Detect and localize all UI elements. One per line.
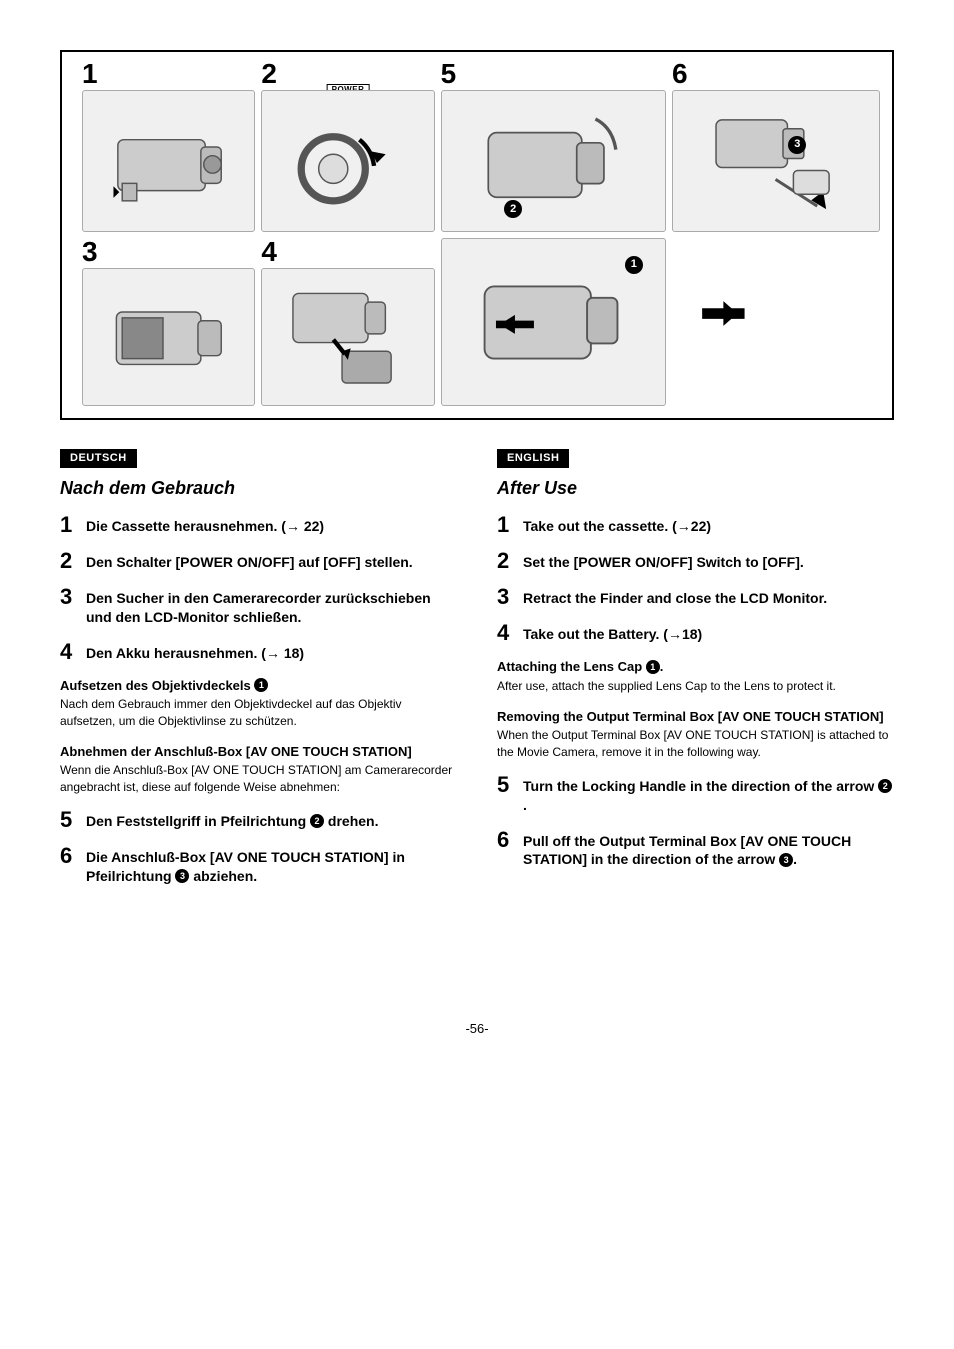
- diagram-image-3: [82, 268, 255, 406]
- badge-2-icon: 2: [310, 814, 324, 828]
- step5-pre: Den Feststellgriff in Pfeilrichtung: [86, 813, 310, 829]
- step-text: Den Sucher in den Camerarecorder zurücks…: [86, 586, 457, 627]
- step5-pre: Turn the Locking Handle in the direction…: [523, 778, 878, 794]
- step6-pre: Pull off the Output Terminal Box [AV ONE…: [523, 833, 851, 868]
- badge-1-icon: 1: [646, 660, 660, 674]
- step5-post: drehen.: [324, 813, 378, 829]
- diagram-panel: 1 2 POWER OFF ON 5 2 6: [60, 50, 894, 420]
- lenscap-head-de: Aufsetzen des Objektivdeckels 1: [60, 677, 457, 695]
- diagram-cell-5: 5 2: [441, 60, 666, 232]
- diagram-cell-6b: [672, 238, 880, 406]
- page-number: -56-: [60, 1020, 894, 1038]
- text-columns: DEUTSCH Nach dem Gebrauch 1 Die Cassette…: [60, 448, 894, 900]
- diagram-image-4: [261, 268, 434, 406]
- diagram-number: 6: [672, 60, 880, 88]
- step-number: 1: [497, 514, 515, 536]
- lenscap-body-en: After use, attach the supplied Lens Cap …: [497, 678, 894, 694]
- badge-1-icon: 1: [254, 678, 268, 692]
- lang-tag-english: ENGLISH: [497, 449, 569, 468]
- step-number: 6: [497, 829, 515, 870]
- badge-1-icon: 1: [625, 256, 643, 274]
- step-number: 3: [497, 586, 515, 608]
- step6-post: abziehen.: [189, 868, 257, 884]
- step-number: 5: [60, 809, 78, 831]
- diagram-image-2: [261, 90, 434, 232]
- step-number: 6: [60, 845, 78, 886]
- step-number: 3: [60, 586, 78, 627]
- lenscap-head-text: Aufsetzen des Objektivdeckels: [60, 678, 254, 693]
- step-number: 4: [497, 622, 515, 644]
- diagram-image-5b: 1: [441, 238, 666, 406]
- lenscap-head-post: .: [660, 659, 664, 674]
- remove-body-en: When the Output Terminal Box [AV ONE TOU…: [497, 727, 894, 759]
- diagram-image-5: 2: [441, 90, 666, 232]
- diagram-cell-3: 3: [82, 238, 255, 406]
- badge-2-icon: 2: [878, 779, 892, 793]
- column-deutsch: DEUTSCH Nach dem Gebrauch 1 Die Cassette…: [60, 448, 457, 900]
- step-de-3: 3 Den Sucher in den Camerarecorder zurüc…: [60, 586, 457, 627]
- lenscap-head-text: Attaching the Lens Cap: [497, 659, 646, 674]
- remove-body-de: Wenn die Anschluß-Box [AV ONE TOUCH STAT…: [60, 762, 457, 794]
- step-text: Den Akku herausnehmen. (→ 18): [86, 641, 304, 663]
- lenscap-body-de: Nach dem Gebrauch immer den Objektivdeck…: [60, 696, 457, 728]
- step-text: Pull off the Output Terminal Box [AV ONE…: [523, 829, 894, 870]
- diagram-cell-4: 4: [261, 238, 434, 406]
- diagram-grid: 1 2 POWER OFF ON 5 2 6: [82, 60, 880, 406]
- step-de-2: 2 Den Schalter [POWER ON/OFF] auf [OFF] …: [60, 550, 457, 572]
- step-de-4: 4 Den Akku herausnehmen. (→ 18): [60, 641, 457, 663]
- diagram-number: 3: [82, 238, 255, 266]
- step-number: 4: [60, 641, 78, 663]
- diagram-number: 4: [261, 238, 434, 266]
- diagram-number: 5: [441, 60, 666, 88]
- diagram-cell-2: 2 POWER OFF ON: [261, 60, 434, 232]
- step5-post: .: [523, 797, 527, 813]
- step-de-5: 5 Den Feststellgriff in Pfeilrichtung 2 …: [60, 809, 457, 831]
- step-text: Take out the cassette. (→22): [523, 514, 711, 536]
- diagram-image-6b: [672, 238, 880, 406]
- diagram-cell-5b: 1: [441, 238, 666, 406]
- step-en-4: 4 Take out the Battery. (→18): [497, 622, 894, 644]
- step-en-5: 5 Turn the Locking Handle in the directi…: [497, 774, 894, 815]
- step-en-3: 3 Retract the Finder and close the LCD M…: [497, 586, 894, 608]
- diagram-cell-1: 1: [82, 60, 255, 232]
- step-text: Den Schalter [POWER ON/OFF] auf [OFF] st…: [86, 550, 413, 572]
- step-en-2: 2 Set the [POWER ON/OFF] Switch to [OFF]…: [497, 550, 894, 572]
- diagram-number: 1: [82, 60, 255, 88]
- badge-3-icon: 3: [779, 853, 793, 867]
- step-text: Retract the Finder and close the LCD Mon…: [523, 586, 827, 608]
- section-title-deutsch: Nach dem Gebrauch: [60, 476, 457, 500]
- diagram-image-1: [82, 90, 255, 232]
- step-number: 2: [497, 550, 515, 572]
- section-title-english: After Use: [497, 476, 894, 500]
- step-text: Die Anschluß-Box [AV ONE TOUCH STATION] …: [86, 845, 457, 886]
- badge-3-icon: 3: [175, 869, 189, 883]
- step-number: 2: [60, 550, 78, 572]
- diagram-image-6: 3: [672, 90, 880, 232]
- step-text: Set the [POWER ON/OFF] Switch to [OFF].: [523, 550, 804, 572]
- step-text: Turn the Locking Handle in the direction…: [523, 774, 894, 815]
- step-en-6: 6 Pull off the Output Terminal Box [AV O…: [497, 829, 894, 870]
- step6-post: .: [793, 851, 797, 867]
- column-english: ENGLISH After Use 1 Take out the cassett…: [497, 448, 894, 900]
- remove-head-en: Removing the Output Terminal Box [AV ONE…: [497, 708, 894, 726]
- step-de-1: 1 Die Cassette herausnehmen. (→ 22): [60, 514, 457, 536]
- lang-tag-deutsch: DEUTSCH: [60, 449, 137, 468]
- step-text: Die Cassette herausnehmen. (→ 22): [86, 514, 324, 536]
- step-number: 5: [497, 774, 515, 815]
- step-text: Take out the Battery. (→18): [523, 622, 702, 644]
- step-en-1: 1 Take out the cassette. (→22): [497, 514, 894, 536]
- remove-head-de: Abnehmen der Anschluß-Box [AV ONE TOUCH …: [60, 743, 457, 761]
- step-text: Den Feststellgriff in Pfeilrichtung 2 dr…: [86, 809, 379, 831]
- step-de-6: 6 Die Anschluß-Box [AV ONE TOUCH STATION…: [60, 845, 457, 886]
- lenscap-head-en: Attaching the Lens Cap 1.: [497, 658, 894, 676]
- step-number: 1: [60, 514, 78, 536]
- diagram-cell-6: 6 3: [672, 60, 880, 232]
